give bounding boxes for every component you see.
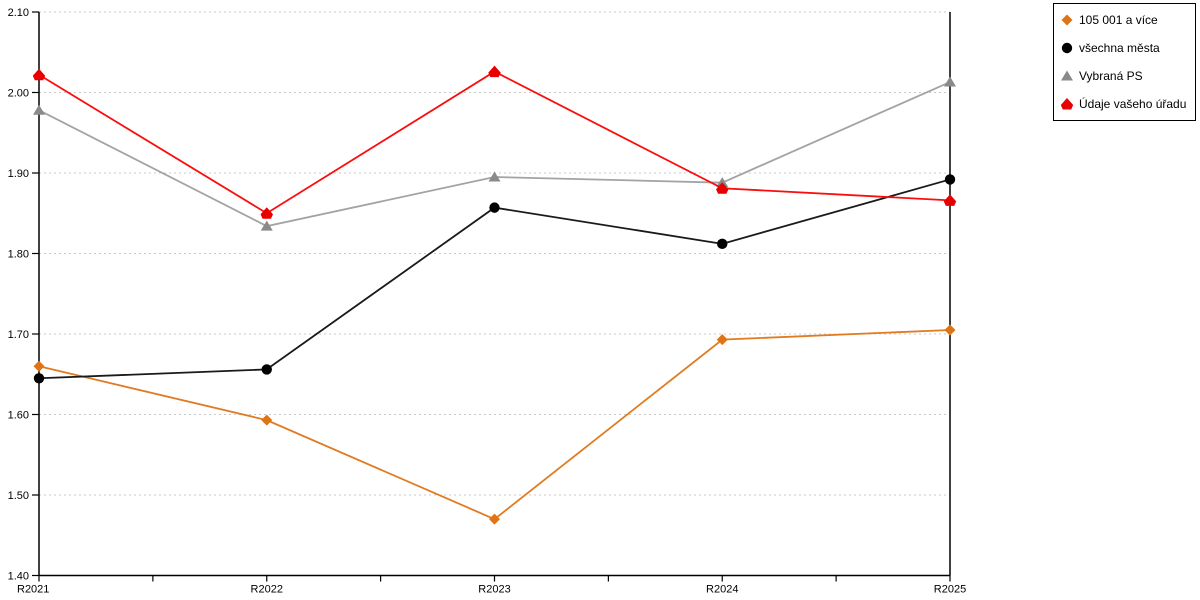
data-point-marker	[488, 171, 501, 182]
data-point-marker	[32, 68, 46, 81]
data-point-marker	[33, 373, 45, 384]
data-point-marker	[717, 238, 728, 250]
y-tick-label: 2.10	[8, 7, 29, 19]
legend-label: 105 001 a více	[1079, 13, 1158, 27]
diamond-marker-icon	[1061, 14, 1073, 26]
legend-item: všechna města	[1054, 41, 1195, 55]
data-point-marker	[943, 194, 957, 206]
x-tick-label: R2022	[251, 584, 283, 596]
data-point-marker	[260, 220, 273, 231]
x-tick-label: R2024	[706, 584, 738, 596]
series-line	[38, 329, 951, 521]
legend-item: Vybraná PS	[1054, 69, 1195, 83]
legend-label: všechna města	[1079, 41, 1160, 55]
data-point-marker	[716, 334, 728, 346]
data-point-marker	[33, 104, 45, 115]
data-point-marker	[488, 65, 501, 78]
data-point-marker	[489, 513, 500, 525]
data-point-marker	[944, 174, 956, 185]
data-point-marker	[261, 364, 272, 375]
y-tick-label: 1.90	[8, 168, 29, 180]
x-tick-label: R2025	[934, 584, 966, 596]
data-point-marker	[716, 177, 729, 188]
data-point-marker	[261, 414, 273, 426]
y-tick-label: 1.60	[8, 410, 29, 422]
legend: 105 001 a více všechna města Vybraná PS Úda…	[1053, 3, 1196, 121]
data-point-marker	[944, 324, 956, 336]
data-point-marker	[944, 76, 956, 87]
y-tick-label: 2.00	[8, 88, 29, 100]
legend-item: 105 001 a více	[1054, 13, 1195, 27]
x-tick-label: R2023	[478, 584, 510, 596]
x-tick-label: R2021	[17, 584, 49, 596]
data-point-marker	[260, 207, 273, 219]
y-tick-label: 1.40	[8, 571, 29, 583]
legend-item: Údaje vašeho úřadu	[1054, 97, 1195, 111]
y-tick-label: 1.80	[8, 249, 29, 261]
y-tick-label: 1.50	[8, 490, 29, 502]
data-point-marker	[716, 182, 729, 194]
circle-marker-icon	[1061, 42, 1073, 54]
data-point-marker	[33, 360, 45, 372]
legend-label: Vybraná PS	[1079, 69, 1143, 83]
data-point-marker	[489, 202, 500, 213]
triangle-marker-icon	[1061, 70, 1073, 81]
pentagon-marker-icon	[1060, 98, 1074, 110]
legend-label: Údaje vašeho úřadu	[1079, 97, 1187, 111]
y-tick-label: 1.70	[8, 329, 29, 341]
